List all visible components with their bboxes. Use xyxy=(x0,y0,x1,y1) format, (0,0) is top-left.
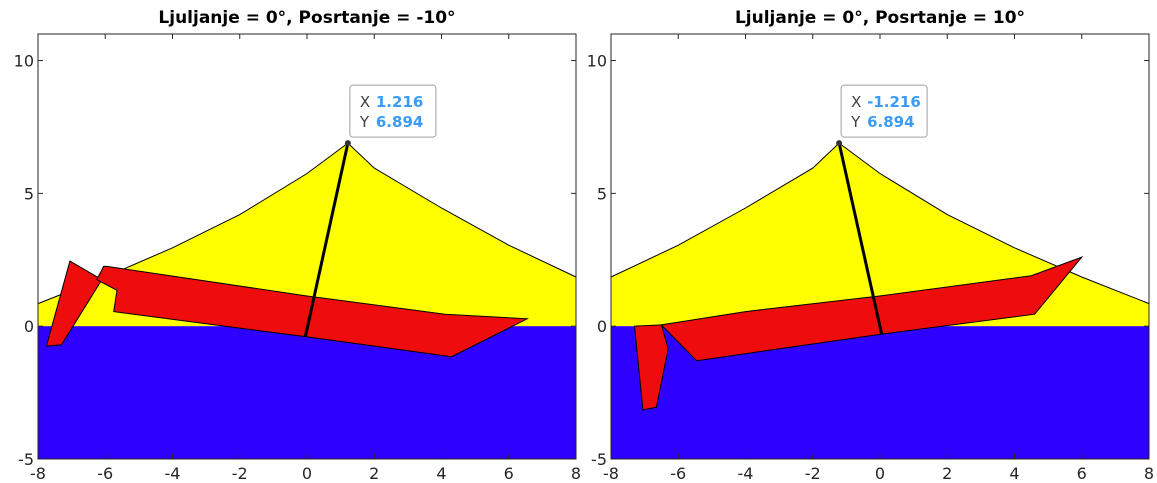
rudder xyxy=(633,324,669,411)
x-tick-label: 6 xyxy=(504,464,514,483)
x-tick-label: 6 xyxy=(1077,464,1087,483)
y-tick-label: 5 xyxy=(24,184,34,203)
datatip-y-label: Y xyxy=(359,113,370,131)
x-tick-label: -8 xyxy=(30,464,46,483)
datatip-y-label: Y xyxy=(850,113,861,131)
plot-title: Ljuljanje = 0°, Posrtanje = 10° xyxy=(735,8,1025,28)
y-tick-label: -5 xyxy=(18,450,34,469)
x-tick-label: 4 xyxy=(436,464,446,483)
datatip-y-value: 6.894 xyxy=(376,113,423,131)
hull xyxy=(660,255,1084,362)
right-plot-panel: Ljuljanje = 0°, Posrtanje = 10° -8 -6 -4 -2… xyxy=(587,8,1154,483)
x-tick-label: -6 xyxy=(670,464,686,483)
x-tick-label: 8 xyxy=(1144,464,1154,483)
datatip-marker[interactable] xyxy=(344,140,351,147)
datatip-x-value: 1.216 xyxy=(376,93,423,111)
datatip-y-value: 6.894 xyxy=(867,113,914,131)
y-tick-label: 0 xyxy=(597,317,607,336)
mast xyxy=(303,142,350,338)
x-tick-label: -8 xyxy=(603,464,619,483)
x-tick-label: 2 xyxy=(369,464,379,483)
y-tick-label: 10 xyxy=(14,52,34,71)
y-tick-label: 10 xyxy=(587,52,607,71)
plot-title: Ljuljanje = 0°, Posrtanje = -10° xyxy=(158,8,455,28)
water-area xyxy=(38,326,576,459)
plot-area xyxy=(37,140,577,459)
x-tick-label: 0 xyxy=(875,464,885,483)
x-tick-label: -6 xyxy=(97,464,113,483)
sail-outline xyxy=(37,142,577,305)
x-tick-label: -4 xyxy=(738,464,754,483)
mast xyxy=(837,142,884,335)
datatip-box xyxy=(840,84,928,138)
y-tick-label: 5 xyxy=(597,184,607,203)
axis-ticks: -8 -6 -4 -2 0 2 4 6 8 -5 0 5 10 xyxy=(14,34,581,483)
datatip-x-label: X xyxy=(851,93,861,111)
rudder xyxy=(45,260,103,347)
datatip-marker[interactable] xyxy=(836,140,843,147)
datatip[interactable]: X -1.216 Y 6.894 xyxy=(840,84,928,138)
datatip[interactable]: X 1.216 Y 6.894 xyxy=(349,84,437,138)
datatip-x-value: -1.216 xyxy=(867,93,921,111)
left-plot-panel: Ljuljanje = 0°, Posrtanje = -10° -8 -6 -4-… xyxy=(14,8,581,483)
x-tick-label: 4 xyxy=(1009,464,1019,483)
x-tick-label: -4 xyxy=(165,464,181,483)
x-tick-label: 8 xyxy=(571,464,581,483)
plot-area xyxy=(610,140,1150,459)
x-tick-label: 2 xyxy=(942,464,952,483)
sail-outline xyxy=(610,142,1150,305)
datatip-x-label: X xyxy=(360,93,370,111)
axis-ticks: -8 -6 -4 -2 0 2 4 6 8 -5 0 5 10 xyxy=(587,34,1154,483)
x-tick-label: -2 xyxy=(232,464,248,483)
x-tick-label: -2 xyxy=(805,464,821,483)
x-tick-label: 0 xyxy=(302,464,312,483)
y-tick-label: -5 xyxy=(591,450,607,469)
y-tick-label: 0 xyxy=(24,317,34,336)
datatip-box xyxy=(349,84,437,138)
